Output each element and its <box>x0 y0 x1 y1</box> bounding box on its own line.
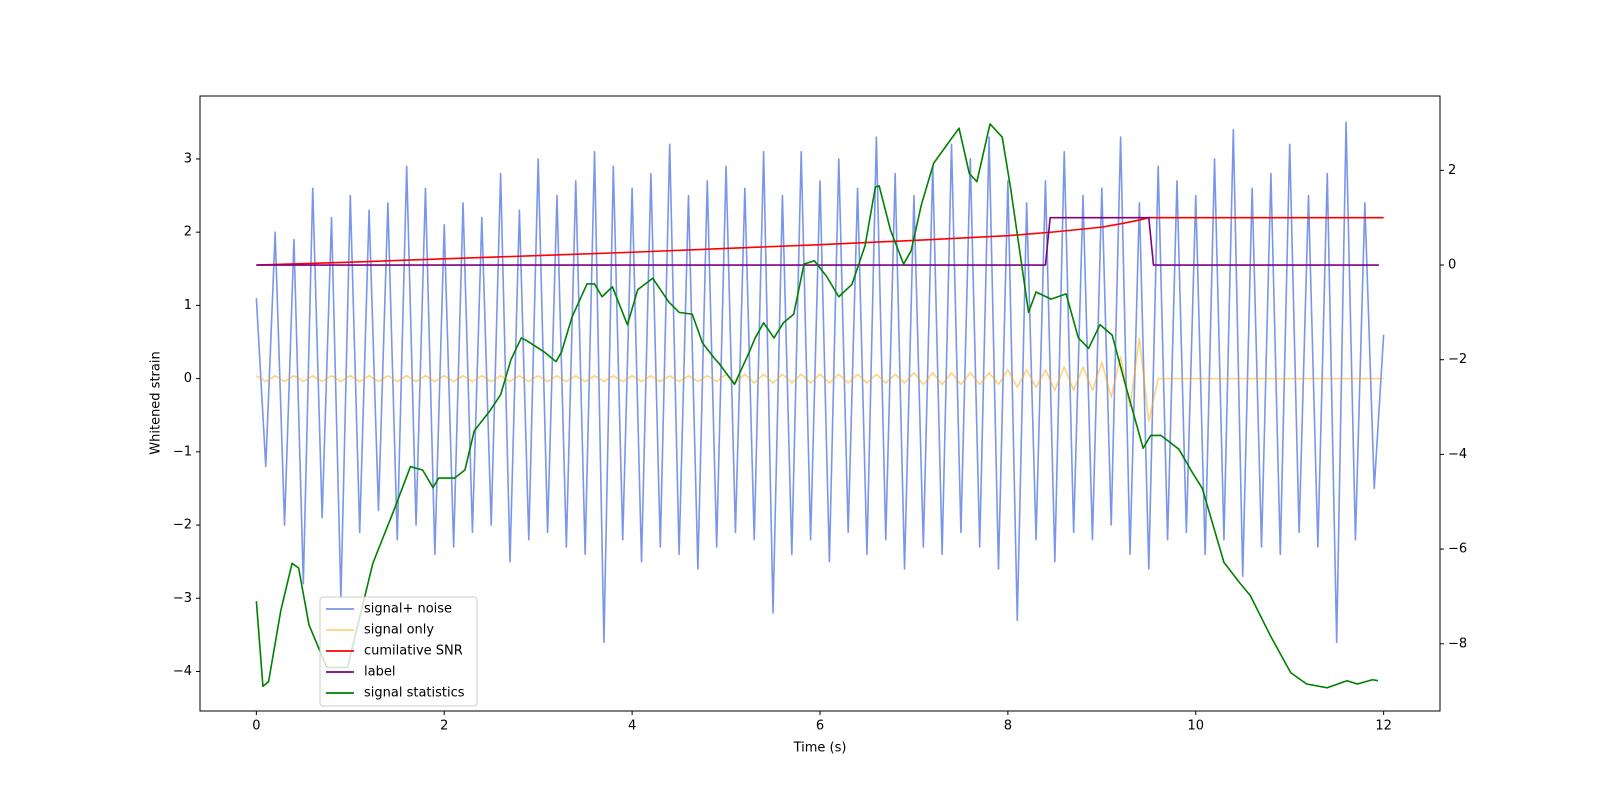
legend-box <box>319 596 478 707</box>
y-tick-label: −2 <box>173 518 192 533</box>
y2-tick-label: −8 <box>1448 636 1467 651</box>
x-tick-label: 10 <box>1187 719 1204 734</box>
y2-tick-label: 0 <box>1448 258 1456 273</box>
y2-tick-label: −6 <box>1448 542 1467 557</box>
x-tick-label: 8 <box>1004 719 1012 734</box>
legend: signal+ noise signal only cumilative SNR la… <box>319 596 478 707</box>
y-tick-label: −1 <box>173 444 192 459</box>
x-axis-label: Time (s) <box>793 741 847 756</box>
x-tick-label: 0 <box>252 719 260 734</box>
y-tick-label: −3 <box>173 591 192 606</box>
x-tick-label: 12 <box>1375 719 1392 734</box>
y2-tick-label: −4 <box>1448 447 1467 462</box>
legend-label: signal+ noise <box>364 602 452 617</box>
x-tick-label: 6 <box>816 719 824 734</box>
series-line <box>256 216 1379 266</box>
series-line <box>255 337 1384 422</box>
series-line <box>255 121 1385 643</box>
y-tick-label: 0 <box>184 371 192 386</box>
y-axis-label: Whitened strain <box>149 351 164 454</box>
legend-label: signal statistics <box>364 686 465 701</box>
y-tick-label: 2 <box>184 225 192 240</box>
x-tick-label: 2 <box>440 719 448 734</box>
y-tick-label: 1 <box>184 298 192 313</box>
y2-tick-label: −2 <box>1448 352 1467 367</box>
legend-label: label <box>364 665 395 680</box>
y-tick-label: 3 <box>184 151 192 166</box>
axes-frame <box>199 95 1441 712</box>
series-line <box>255 123 1379 689</box>
y2-tick-label: 2 <box>1448 163 1456 178</box>
legend-label: signal only <box>364 623 434 638</box>
x-tick-label: 4 <box>628 719 636 734</box>
legend-label: cumilative SNR <box>364 644 463 659</box>
y-tick-label: −4 <box>173 664 192 679</box>
